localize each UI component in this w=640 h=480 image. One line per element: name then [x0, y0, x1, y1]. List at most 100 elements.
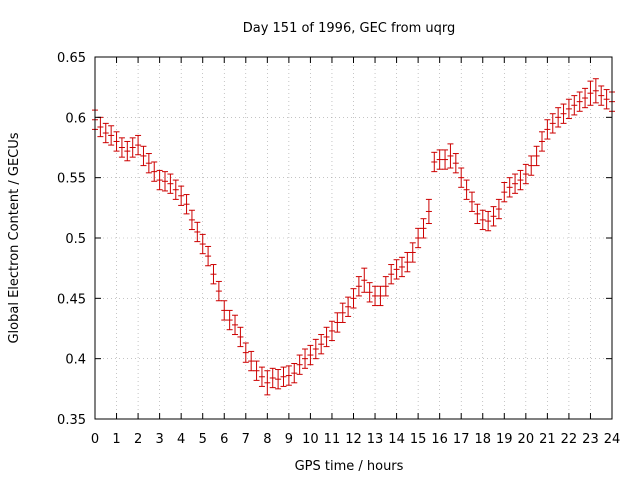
data-points — [92, 78, 615, 396]
data-point — [388, 264, 395, 285]
data-point — [447, 143, 454, 169]
data-point — [436, 149, 443, 170]
data-point — [145, 153, 152, 174]
data-point — [328, 320, 335, 342]
data-point — [393, 259, 400, 280]
data-point — [366, 282, 373, 303]
x-tick-label: 20 — [518, 432, 535, 447]
data-point — [452, 153, 459, 174]
data-point — [275, 369, 282, 390]
data-point — [474, 203, 481, 225]
data-point — [598, 85, 605, 106]
data-point — [425, 198, 432, 225]
data-point — [318, 334, 325, 355]
data-point — [291, 362, 298, 384]
data-point — [463, 179, 470, 200]
data-point — [199, 233, 206, 255]
data-point — [361, 267, 368, 293]
x-tick-label: 12 — [345, 432, 362, 447]
grid-lines — [95, 57, 612, 419]
data-point — [205, 245, 212, 267]
data-point — [118, 137, 125, 158]
data-point — [517, 169, 524, 191]
data-point — [269, 367, 276, 389]
data-point — [501, 181, 508, 203]
data-point — [415, 227, 422, 249]
x-tick-label: 18 — [474, 432, 491, 447]
x-tick-label: 22 — [561, 432, 578, 447]
x-tick-label: 11 — [324, 432, 341, 447]
data-point — [549, 113, 556, 134]
data-point — [140, 145, 147, 167]
data-point — [339, 302, 346, 323]
data-point — [345, 296, 352, 317]
data-point — [280, 366, 287, 387]
data-point — [323, 326, 330, 348]
data-point — [108, 125, 115, 146]
data-point — [560, 103, 567, 124]
x-tick-label: 16 — [431, 432, 448, 447]
data-point — [194, 221, 201, 243]
x-tick-label: 2 — [134, 432, 142, 447]
x-tick-label: 23 — [582, 432, 599, 447]
data-point — [215, 280, 222, 302]
data-point — [582, 87, 589, 109]
x-axis-label: GPS time / hours — [295, 459, 404, 474]
data-point — [312, 338, 319, 360]
data-point — [587, 80, 594, 106]
data-point — [576, 91, 583, 112]
x-tick-label: 3 — [155, 432, 163, 447]
data-point — [350, 288, 357, 309]
data-point — [377, 285, 384, 307]
x-tick-label: 10 — [302, 432, 319, 447]
y-tick-label: 0.5 — [65, 232, 86, 247]
data-point — [372, 285, 379, 307]
chart-title: Day 151 of 1996, GEC from uqrg — [243, 21, 456, 36]
data-point — [565, 98, 572, 120]
data-point — [167, 173, 174, 194]
data-point — [420, 218, 427, 239]
data-point — [226, 309, 233, 331]
data-point — [495, 198, 502, 220]
data-point — [162, 171, 169, 192]
data-point — [172, 179, 179, 200]
data-point — [603, 89, 610, 110]
y-tick-label: 0.6 — [65, 111, 86, 126]
data-point — [264, 370, 271, 396]
data-point — [129, 137, 136, 158]
data-point — [156, 169, 163, 191]
data-point — [555, 107, 562, 128]
y-tick-label: 0.65 — [57, 51, 86, 66]
x-tick-label: 7 — [242, 432, 250, 447]
x-tick-label: 19 — [496, 432, 513, 447]
x-tick-label: 4 — [177, 432, 185, 447]
y-tick-label: 0.4 — [65, 353, 86, 368]
data-point — [355, 276, 362, 297]
data-point — [485, 210, 492, 232]
y-tick-label: 0.55 — [57, 172, 86, 187]
data-point — [242, 342, 249, 363]
data-point — [135, 134, 142, 156]
data-point — [490, 206, 497, 227]
data-point — [382, 276, 389, 297]
data-point — [398, 256, 405, 278]
data-point — [232, 314, 239, 336]
data-point — [409, 242, 416, 263]
data-point — [188, 209, 195, 231]
x-tick-label: 21 — [539, 432, 556, 447]
data-point — [404, 251, 411, 273]
data-point — [512, 173, 519, 194]
y-axis-label: Global Electron Content / GECUs — [7, 132, 22, 343]
data-point — [183, 194, 190, 215]
axis-ticks: 0 1 2 3 4 5 6 7 8 9 10 11 12 13 14 15 16 17 18 19 20 21 22 23 24… — [57, 51, 620, 447]
y-tick-label: 0.45 — [57, 292, 86, 307]
x-tick-label: 13 — [367, 432, 384, 447]
data-point — [307, 344, 314, 366]
data-point — [522, 163, 529, 185]
x-tick-label: 9 — [285, 432, 293, 447]
data-point — [592, 78, 599, 104]
data-point — [431, 151, 438, 173]
data-point — [178, 185, 185, 206]
x-tick-label: 15 — [410, 432, 427, 447]
